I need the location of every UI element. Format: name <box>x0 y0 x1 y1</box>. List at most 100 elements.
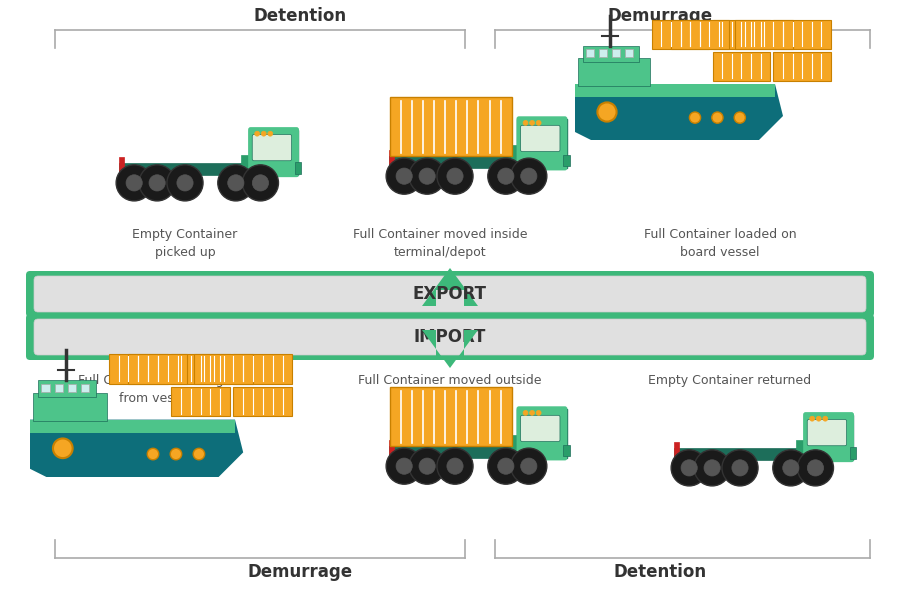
Bar <box>612 49 620 57</box>
Circle shape <box>488 158 524 194</box>
Circle shape <box>437 158 473 194</box>
Circle shape <box>689 112 700 123</box>
Circle shape <box>396 168 412 184</box>
Circle shape <box>242 165 278 201</box>
Circle shape <box>437 448 473 484</box>
Bar <box>625 49 633 57</box>
Bar <box>563 155 570 166</box>
Bar <box>578 58 650 86</box>
Circle shape <box>704 460 720 476</box>
Bar <box>850 448 857 459</box>
Circle shape <box>521 458 537 474</box>
Circle shape <box>419 168 436 184</box>
Text: IMPORT: IMPORT <box>414 328 486 346</box>
Circle shape <box>694 450 730 486</box>
Text: Full Container Discharge
from vessel: Full Container Discharge from vessel <box>78 374 231 405</box>
Circle shape <box>536 410 541 415</box>
Circle shape <box>807 460 824 476</box>
Bar <box>599 49 607 57</box>
Circle shape <box>116 165 152 201</box>
Circle shape <box>386 448 422 484</box>
Circle shape <box>447 168 464 184</box>
Polygon shape <box>422 330 478 368</box>
Circle shape <box>148 448 158 460</box>
Bar <box>391 388 511 446</box>
Bar <box>233 354 292 383</box>
Polygon shape <box>422 268 478 306</box>
Circle shape <box>126 175 142 191</box>
FancyBboxPatch shape <box>520 415 560 442</box>
Bar <box>390 150 394 168</box>
Circle shape <box>783 460 799 476</box>
Bar <box>38 380 95 397</box>
Bar <box>674 442 680 460</box>
Circle shape <box>671 450 707 486</box>
Bar <box>55 383 63 392</box>
FancyBboxPatch shape <box>26 271 874 317</box>
FancyBboxPatch shape <box>26 314 874 360</box>
Circle shape <box>797 450 833 486</box>
Circle shape <box>252 175 268 191</box>
FancyBboxPatch shape <box>34 276 866 312</box>
Bar <box>295 163 302 174</box>
Circle shape <box>521 168 537 184</box>
Polygon shape <box>30 419 235 433</box>
Bar <box>81 383 89 392</box>
Text: Detention: Detention <box>614 563 706 581</box>
Circle shape <box>712 112 723 123</box>
FancyBboxPatch shape <box>248 127 299 177</box>
Bar <box>171 354 230 383</box>
Bar <box>120 157 124 175</box>
Circle shape <box>53 439 73 458</box>
Circle shape <box>511 158 547 194</box>
Circle shape <box>261 131 266 136</box>
Bar <box>249 130 298 175</box>
Circle shape <box>386 158 422 194</box>
Circle shape <box>681 460 698 476</box>
Polygon shape <box>30 419 243 477</box>
FancyBboxPatch shape <box>252 134 292 161</box>
Circle shape <box>167 165 203 201</box>
Bar <box>583 46 639 62</box>
Circle shape <box>140 165 176 201</box>
FancyBboxPatch shape <box>517 116 567 170</box>
FancyBboxPatch shape <box>807 419 847 446</box>
Bar <box>713 20 770 49</box>
Circle shape <box>218 165 254 201</box>
Bar <box>652 20 709 49</box>
Circle shape <box>170 448 182 460</box>
Bar <box>586 49 594 57</box>
Circle shape <box>228 175 244 191</box>
Circle shape <box>419 458 436 474</box>
Circle shape <box>396 458 412 474</box>
Bar <box>563 445 570 457</box>
Bar <box>171 387 230 416</box>
FancyBboxPatch shape <box>517 406 567 460</box>
Circle shape <box>732 460 748 476</box>
Bar <box>671 20 729 49</box>
Bar <box>390 446 512 458</box>
Bar <box>33 394 107 421</box>
Circle shape <box>536 121 541 125</box>
Polygon shape <box>575 84 775 97</box>
Bar <box>194 354 253 383</box>
Circle shape <box>734 112 745 123</box>
Bar <box>109 354 167 383</box>
Circle shape <box>823 416 828 421</box>
Bar <box>511 435 519 458</box>
Bar <box>129 354 187 383</box>
Circle shape <box>816 416 821 421</box>
Bar <box>674 448 797 460</box>
Circle shape <box>194 448 204 460</box>
Bar <box>518 119 566 168</box>
Circle shape <box>598 103 616 122</box>
Bar <box>241 155 249 175</box>
Bar <box>390 157 512 168</box>
Text: Full Container moved outside
terminal/depot: Full Container moved outside terminal/de… <box>358 374 542 405</box>
Circle shape <box>498 168 514 184</box>
Circle shape <box>447 458 464 474</box>
Circle shape <box>177 175 194 191</box>
Text: Demurrage: Demurrage <box>248 563 353 581</box>
Circle shape <box>529 121 535 125</box>
Bar <box>390 440 394 458</box>
